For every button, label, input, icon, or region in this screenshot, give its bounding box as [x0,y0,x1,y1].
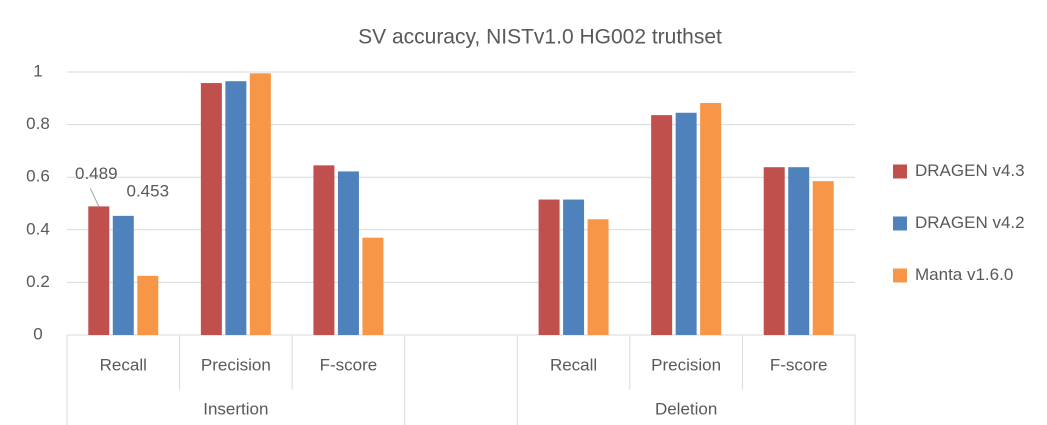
x-tick-label: Precision [201,355,271,374]
legend-swatch [893,164,907,179]
legend-label: DRAGEN v4.3 [915,161,1025,180]
x-tick-label: F-score [320,355,378,374]
legend-swatch [893,216,907,231]
y-tick-label: 0 [33,324,42,343]
data-label: 0.489 [75,164,118,183]
bar [812,181,834,335]
x-tick-label: Precision [651,355,721,374]
group-label: Deletion [655,399,717,418]
bar [763,167,785,335]
bar [137,275,159,335]
y-tick-label: 0.2 [26,272,50,291]
bar [200,83,222,336]
bar [313,165,335,335]
chart-title: SV accuracy, NISTv1.0 HG002 truthset [358,26,722,49]
bar [337,171,359,335]
bar [249,73,271,335]
bar [675,112,697,335]
y-tick-label: 1 [33,61,42,80]
x-tick-label: Recall [550,355,597,374]
bar [362,237,384,335]
x-tick-label: Recall [100,355,147,374]
bar [225,81,247,335]
x-tick-label: F-score [770,355,828,374]
leader-line [89,188,100,207]
legend-label: DRAGEN v4.2 [915,213,1025,232]
bar [788,167,810,335]
group-label: Insertion [203,399,268,418]
bar [700,103,722,335]
bar [538,199,560,335]
y-tick-label: 0.8 [26,114,50,133]
y-tick-label: 0.4 [26,219,50,238]
legend-swatch [893,268,907,283]
bar [587,219,609,335]
bar [563,199,585,335]
bar [88,206,110,335]
data-label: 0.453 [127,181,170,200]
legend-label: Manta v1.6.0 [915,265,1013,284]
bar [651,115,673,335]
bar [112,215,134,335]
y-tick-label: 0.6 [26,167,50,186]
